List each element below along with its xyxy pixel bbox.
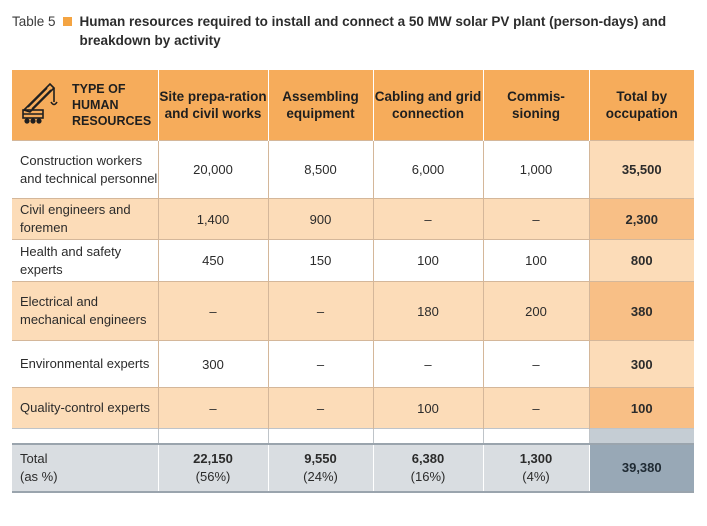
header-assembling-equipment: Assembling equipment: [267, 70, 373, 141]
total-cabling-cell: 6,380 (16%): [372, 443, 483, 493]
total-assembling: 9,550: [304, 451, 337, 466]
row-category: Civil engineers and foremen: [12, 198, 158, 240]
total-cabling: 6,380: [411, 451, 445, 466]
cell-site: –: [157, 387, 268, 429]
crane-icon: [20, 80, 62, 130]
spacer-cell: [267, 428, 373, 444]
cell-commissioning: 200: [482, 281, 589, 341]
total-commissioning-cell: 1,300 (4%): [482, 443, 589, 493]
totals-row: Total (as %) 22,150 (56%) 9,550 (24%) 6,…: [12, 443, 694, 493]
cell-cabling: –: [372, 340, 483, 388]
cell-assembling: 900: [267, 198, 373, 240]
table-row: Health and safety experts 450 150 100 10…: [12, 239, 694, 282]
cell-row-total: 100: [588, 387, 694, 429]
spacer-row: [12, 428, 694, 444]
cell-cabling: 100: [372, 387, 483, 429]
table-row: Electrical and mechanical engineers – – …: [12, 281, 694, 341]
cell-site: 20,000: [157, 140, 268, 199]
cell-row-total: 380: [588, 281, 694, 341]
row-category: Electrical and mechanical engineers: [12, 281, 158, 341]
totals-label-cell: Total (as %): [12, 443, 158, 493]
row-category: Environmental experts: [12, 340, 158, 388]
grand-total: 39,380: [588, 443, 694, 493]
cell-site: –: [157, 281, 268, 341]
cell-site: 300: [157, 340, 268, 388]
spacer-cell: [157, 428, 268, 444]
cell-row-total: 2,300: [588, 198, 694, 240]
table-title: Human resources required to install and …: [79, 14, 667, 48]
header-total-by-occupation: Total by occupation: [588, 70, 694, 141]
spacer-cell: [482, 428, 589, 444]
table-row: Civil engineers and foremen 1,400 900 – …: [12, 198, 694, 240]
header-row: TYPE OF HUMAN RESOURCES Site prepa-ratio…: [12, 70, 694, 141]
total-site-pct: (56%): [195, 469, 231, 484]
cell-row-total: 800: [588, 239, 694, 282]
cell-commissioning: 1,000: [482, 140, 589, 199]
cell-row-total: 300: [588, 340, 694, 388]
total-commissioning: 1,300: [519, 451, 553, 466]
total-commissioning-pct: (4%): [522, 469, 550, 484]
row-category: Quality-control experts: [12, 387, 158, 429]
total-assembling-pct: (24%): [303, 469, 338, 484]
cell-cabling: 100: [372, 239, 483, 282]
cell-cabling: 180: [372, 281, 483, 341]
cell-commissioning: 100: [482, 239, 589, 282]
caption-square-marker: [62, 17, 72, 26]
cell-assembling: –: [267, 340, 373, 388]
cell-assembling: 150: [267, 239, 373, 282]
total-site: 22,150: [193, 451, 233, 466]
totals-sublabel: (as %): [20, 469, 58, 484]
cell-commissioning: –: [482, 340, 589, 388]
totals-label: Total: [20, 451, 48, 466]
row-category: Health and safety experts: [12, 239, 158, 282]
table-row: Quality-control experts – – 100 – 100: [12, 387, 694, 429]
cell-site: 450: [157, 239, 268, 282]
header-type-of-human-resources: TYPE OF HUMAN RESOURCES: [12, 70, 158, 141]
table-caption: Table 5 Human resources required to inst…: [12, 12, 692, 50]
cell-assembling: –: [267, 281, 373, 341]
table-number: Table 5: [12, 14, 56, 29]
total-assembling-cell: 9,550 (24%): [267, 443, 373, 493]
cell-commissioning: –: [482, 387, 589, 429]
spacer-cell: [12, 428, 158, 444]
cell-assembling: 8,500: [267, 140, 373, 199]
header-commissioning: Commis-sioning: [482, 70, 589, 141]
header-type-label: TYPE OF HUMAN RESOURCES: [72, 82, 152, 128]
table-row: Environmental experts 300 – – – 300: [12, 340, 694, 388]
cell-cabling: –: [372, 198, 483, 240]
table-row: Construction workers and technical perso…: [12, 140, 694, 199]
cell-row-total: 35,500: [588, 140, 694, 199]
total-site-cell: 22,150 (56%): [157, 443, 268, 493]
total-cabling-pct: (16%): [410, 469, 446, 484]
cell-assembling: –: [267, 387, 373, 429]
row-category: Construction workers and technical perso…: [12, 140, 158, 199]
cell-cabling: 6,000: [372, 140, 483, 199]
header-cabling-grid: Cabling and grid connection: [372, 70, 483, 141]
cell-site: 1,400: [157, 198, 268, 240]
human-resources-table: TYPE OF HUMAN RESOURCES Site prepa-ratio…: [12, 70, 694, 493]
spacer-cell: [372, 428, 483, 444]
cell-commissioning: –: [482, 198, 589, 240]
spacer-cell: [588, 428, 694, 444]
header-site-preparation: Site prepa-ration and civil works: [157, 70, 268, 141]
